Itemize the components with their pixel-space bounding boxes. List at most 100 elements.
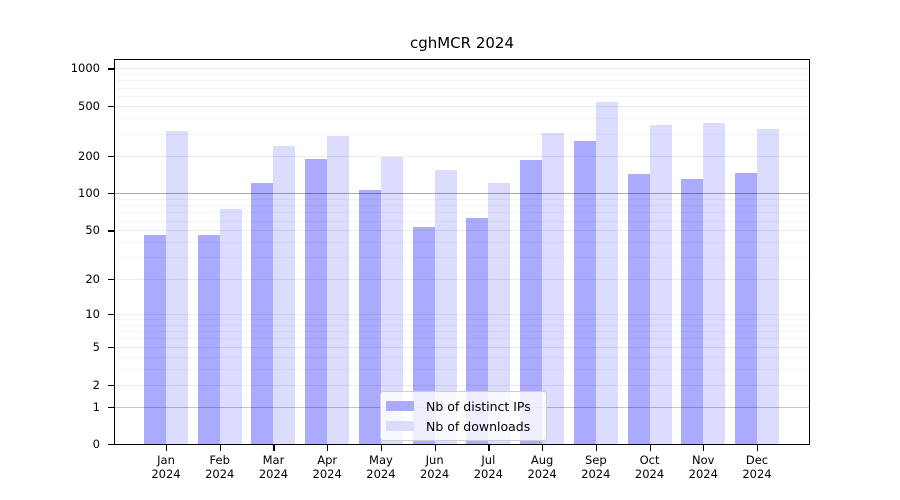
x-tick-mark: [273, 445, 275, 451]
bar-downloads-jun: [434, 169, 457, 445]
x-tick-month: Sep: [584, 453, 607, 467]
bar-distinct-ips-jun: [412, 227, 435, 445]
y-tick-label: 0: [92, 437, 100, 452]
x-tick-month: Apr: [317, 453, 338, 467]
x-tick-month: Mar: [262, 453, 285, 467]
x-tick-year: 2024: [742, 467, 772, 481]
y-tick-label: 50: [85, 223, 100, 238]
x-tick-mark: [488, 445, 490, 451]
bar-downloads-dec: [756, 128, 779, 445]
y-gridline: [115, 331, 809, 333]
x-tick-label: Jul 2024: [458, 453, 518, 481]
x-tick-label: Feb 2024: [190, 453, 250, 481]
y-tick-label: 200: [78, 148, 100, 163]
y-gridline: [115, 106, 809, 107]
x-tick-year: 2024: [312, 467, 342, 481]
y-gridline: [115, 87, 809, 89]
bar-distinct-ips-aug: [520, 159, 543, 445]
x-tick-year: 2024: [581, 467, 611, 481]
y-gridline: [115, 80, 809, 82]
x-tick-year: 2024: [151, 467, 181, 481]
bar-downloads-apr: [327, 136, 350, 445]
legend-swatch-downloads-icon: [386, 421, 414, 431]
x-tick-label: Jun 2024: [405, 453, 465, 481]
y-tick-label: 5: [92, 339, 100, 354]
y-tick-label: 100: [78, 186, 100, 201]
y-gridline: [115, 133, 809, 135]
y-tick-label: 1000: [70, 61, 100, 76]
x-tick-label: Sep 2024: [566, 453, 626, 481]
x-tick-mark: [542, 445, 544, 451]
bar-distinct-ips-jul: [466, 217, 489, 445]
bar-distinct-ips-feb: [197, 234, 220, 445]
y-tick-mark: [108, 444, 114, 446]
x-tick-mark: [380, 445, 383, 451]
x-tick-year: 2024: [473, 467, 503, 481]
x-tick-month: May: [369, 453, 393, 467]
y-gridline: [115, 205, 809, 207]
y-gridline: [115, 96, 809, 98]
y-tick-mark: [108, 313, 114, 315]
y-gridline: [115, 338, 809, 340]
bar-distinct-ips-nov: [681, 178, 704, 445]
y-gridline: [115, 74, 809, 76]
y-gridline: [115, 324, 809, 326]
x-tick-label: Nov 2024: [673, 453, 733, 481]
chart-title: cghMCR 2024: [409, 34, 515, 52]
x-tick-mark: [756, 445, 759, 451]
bar-distinct-ips-may: [358, 190, 381, 445]
y-gridline: [115, 198, 809, 200]
y-tick-mark: [108, 230, 114, 232]
y-gridline: [115, 193, 809, 195]
x-tick-mark: [166, 445, 168, 451]
x-tick-label: Mar 2024: [243, 453, 303, 481]
y-gridline: [115, 319, 809, 320]
x-tick-month: Aug: [530, 453, 554, 467]
y-tick-mark: [108, 406, 114, 408]
x-tick-month: Dec: [745, 453, 769, 467]
x-tick-year: 2024: [527, 467, 557, 481]
y-gridline: [115, 384, 809, 386]
y-gridline: [115, 212, 809, 214]
x-tick-label: Apr 2024: [297, 453, 357, 481]
x-tick-year: 2024: [634, 467, 665, 481]
x-tick-year: 2024: [688, 467, 718, 481]
y-gridline: [115, 230, 809, 232]
bar-downloads-sep: [595, 102, 618, 445]
x-tick-mark: [649, 445, 651, 451]
y-gridline: [115, 155, 809, 157]
y-tick-mark: [108, 346, 114, 348]
y-tick-label: 1: [92, 399, 100, 414]
x-tick-mark: [595, 445, 597, 451]
x-tick-month: Jan: [157, 453, 175, 467]
y-tick-mark: [108, 384, 114, 386]
y-gridline: [115, 242, 809, 244]
x-tick-month: Jun: [425, 453, 444, 467]
bar-distinct-ips-mar: [251, 183, 274, 445]
y-gridline: [115, 68, 809, 70]
bar-distinct-ips-apr: [305, 159, 328, 445]
bar-distinct-ips-dec: [734, 173, 757, 445]
x-tick-month: Oct: [639, 453, 660, 467]
legend-item-distinct-ips: Nb of distinct IPs: [386, 398, 540, 415]
bar-distinct-ips-sep: [573, 141, 596, 445]
x-tick-month: Feb: [209, 453, 230, 467]
y-tick-mark: [108, 193, 114, 195]
y-tick-mark: [108, 278, 114, 280]
bar-downloads-nov: [703, 122, 726, 445]
bar-downloads-jul: [488, 183, 511, 445]
y-tick-label: 20: [85, 271, 100, 286]
legend-label-downloads: Nb of downloads: [426, 418, 531, 434]
y-gridline: [115, 368, 809, 370]
x-tick-year: 2024: [258, 467, 289, 481]
bar-downloads-mar: [273, 145, 296, 445]
x-tick-month: Nov: [692, 453, 715, 467]
y-gridline: [115, 346, 809, 348]
legend-swatch-distinct-ips-icon: [386, 401, 414, 411]
x-tick-year: 2024: [205, 467, 235, 481]
x-tick-month: Jul: [481, 453, 496, 467]
bar-downloads-oct: [649, 124, 672, 445]
y-tick-mark: [108, 106, 114, 108]
y-gridline: [115, 356, 809, 358]
